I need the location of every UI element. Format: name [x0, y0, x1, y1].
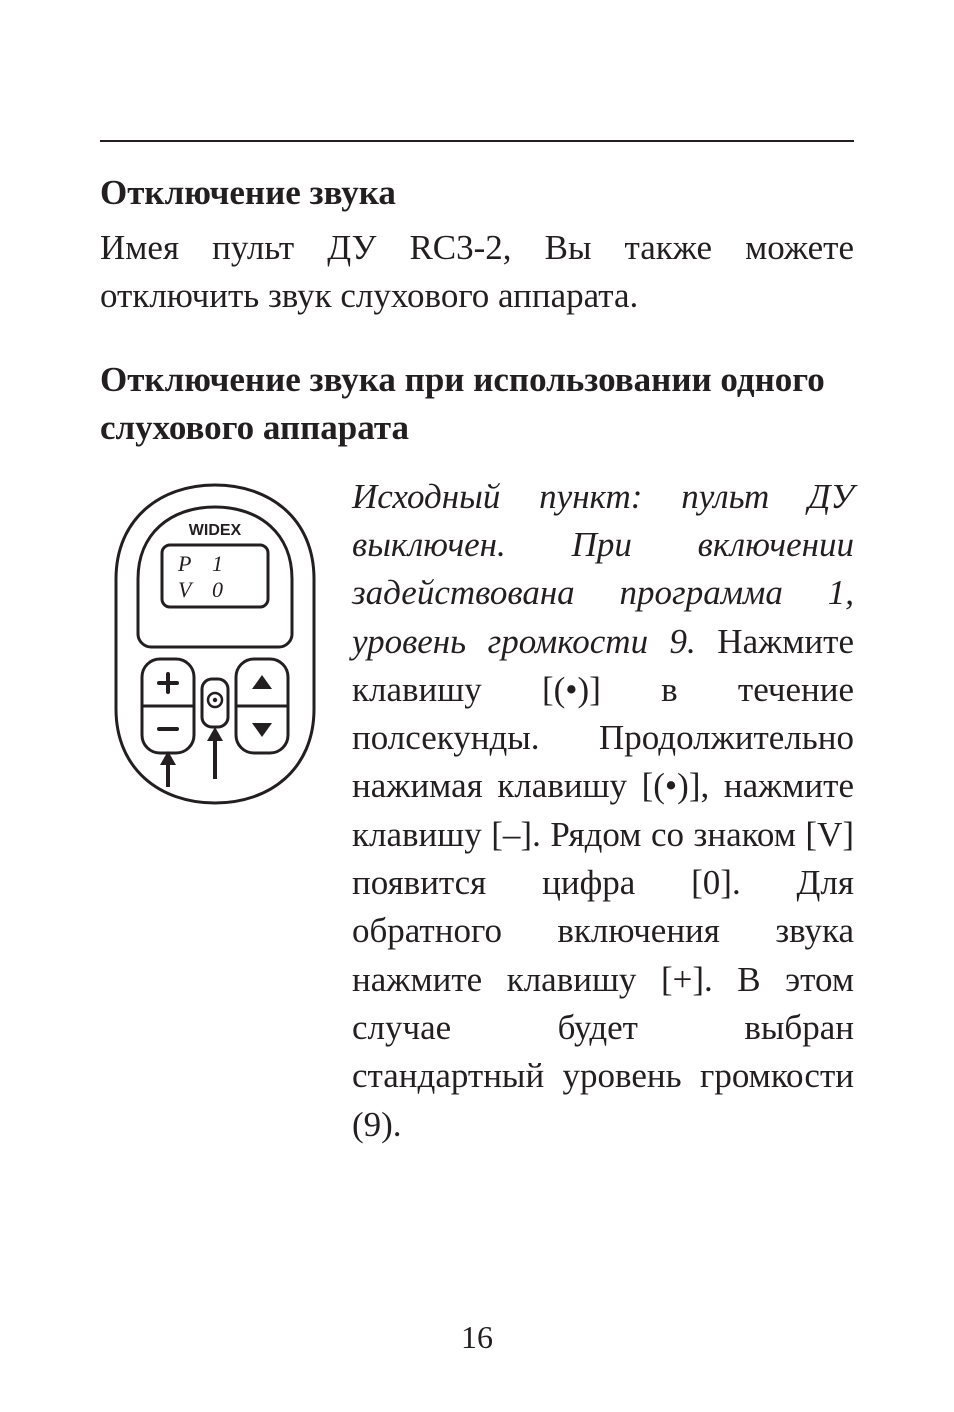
- power-button: [202, 679, 228, 727]
- device-illustration: WIDEX P 1 V 0: [100, 473, 330, 814]
- svg-text:0: 0: [212, 577, 223, 602]
- body-paragraph: Исходный пункт: пульт ДУ выключен. При в…: [330, 473, 854, 1149]
- body-row: WIDEX P 1 V 0: [100, 473, 854, 1149]
- brand-label: WIDEX: [189, 522, 242, 539]
- body-rest: Нажмите клавишу [(•)] в течение полсекун…: [352, 622, 854, 1144]
- svg-text:P: P: [177, 551, 191, 576]
- svg-text:1: 1: [212, 551, 223, 576]
- remote-control-icon: WIDEX P 1 V 0: [100, 479, 330, 809]
- top-rule: [100, 140, 854, 142]
- heading-mute: Отключение звука: [100, 170, 854, 216]
- volume-rocker: [142, 659, 194, 753]
- program-rocker: [236, 659, 288, 753]
- intro-paragraph: Имея пульт ДУ RC3-2, Вы также можете отк…: [100, 224, 854, 321]
- heading-mute-single: Отключение звука при использовании одног…: [100, 356, 854, 453]
- manual-page: Отключение звука Имея пульт ДУ RC3-2, Вы…: [0, 0, 954, 1412]
- page-number: 16: [0, 1319, 954, 1356]
